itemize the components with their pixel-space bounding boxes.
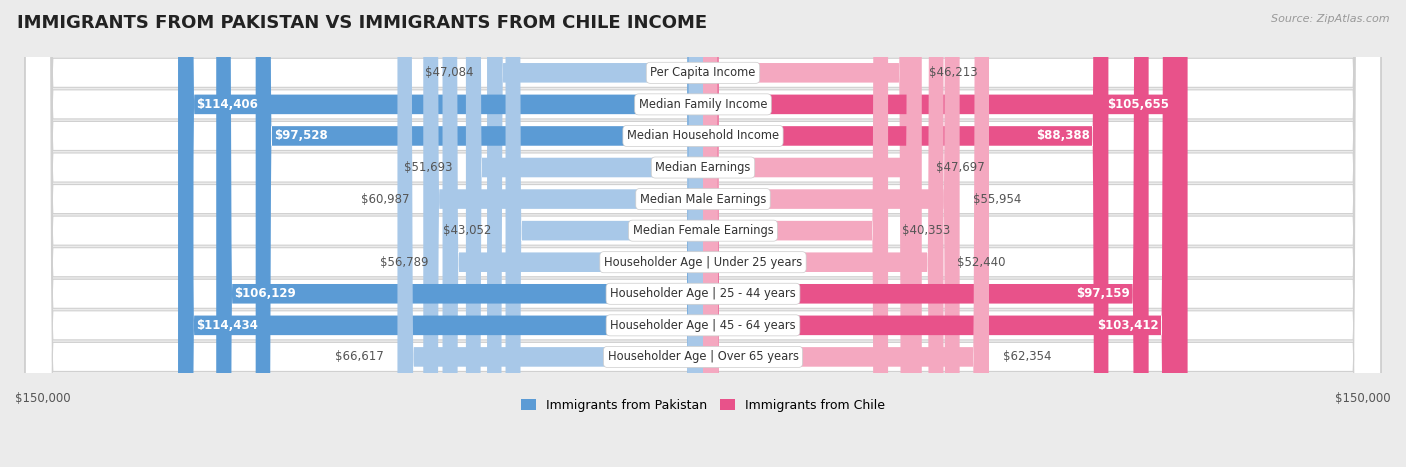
- FancyBboxPatch shape: [25, 0, 1381, 467]
- FancyBboxPatch shape: [256, 0, 703, 467]
- FancyBboxPatch shape: [25, 0, 1381, 467]
- FancyBboxPatch shape: [25, 0, 1381, 467]
- Text: Source: ZipAtlas.com: Source: ZipAtlas.com: [1271, 14, 1389, 24]
- FancyBboxPatch shape: [486, 0, 703, 467]
- Text: Median Earnings: Median Earnings: [655, 161, 751, 174]
- Text: Median Family Income: Median Family Income: [638, 98, 768, 111]
- FancyBboxPatch shape: [703, 0, 922, 467]
- Legend: Immigrants from Pakistan, Immigrants from Chile: Immigrants from Pakistan, Immigrants fro…: [516, 394, 890, 417]
- Text: IMMIGRANTS FROM PAKISTAN VS IMMIGRANTS FROM CHILE INCOME: IMMIGRANTS FROM PAKISTAN VS IMMIGRANTS F…: [17, 14, 707, 32]
- FancyBboxPatch shape: [25, 0, 1381, 467]
- Text: $46,213: $46,213: [929, 66, 977, 79]
- FancyBboxPatch shape: [25, 0, 1381, 467]
- Text: $60,987: $60,987: [361, 192, 409, 205]
- FancyBboxPatch shape: [25, 0, 1381, 467]
- Text: $97,528: $97,528: [274, 129, 328, 142]
- FancyBboxPatch shape: [703, 0, 1188, 467]
- Text: Householder Age | Over 65 years: Householder Age | Over 65 years: [607, 350, 799, 363]
- FancyBboxPatch shape: [703, 0, 1177, 467]
- FancyBboxPatch shape: [703, 0, 960, 467]
- Text: $43,052: $43,052: [443, 224, 492, 237]
- FancyBboxPatch shape: [506, 0, 703, 467]
- Text: $150,000: $150,000: [1336, 392, 1391, 405]
- Text: $62,354: $62,354: [1002, 350, 1052, 363]
- Text: $47,084: $47,084: [425, 66, 474, 79]
- FancyBboxPatch shape: [703, 0, 1149, 467]
- FancyBboxPatch shape: [703, 0, 943, 467]
- Text: Median Female Earnings: Median Female Earnings: [633, 224, 773, 237]
- FancyBboxPatch shape: [703, 0, 988, 467]
- Text: Median Male Earnings: Median Male Earnings: [640, 192, 766, 205]
- Text: $88,388: $88,388: [1036, 129, 1090, 142]
- Text: Householder Age | Under 25 years: Householder Age | Under 25 years: [603, 256, 803, 269]
- FancyBboxPatch shape: [179, 0, 703, 467]
- Text: $51,693: $51,693: [404, 161, 453, 174]
- FancyBboxPatch shape: [179, 0, 703, 467]
- Text: $114,406: $114,406: [197, 98, 259, 111]
- FancyBboxPatch shape: [25, 0, 1381, 467]
- Text: Per Capita Income: Per Capita Income: [651, 66, 755, 79]
- Text: $106,129: $106,129: [235, 287, 297, 300]
- Text: $105,655: $105,655: [1108, 98, 1170, 111]
- FancyBboxPatch shape: [25, 0, 1381, 467]
- Text: $150,000: $150,000: [15, 392, 70, 405]
- Text: $47,697: $47,697: [935, 161, 984, 174]
- FancyBboxPatch shape: [703, 0, 915, 467]
- FancyBboxPatch shape: [25, 0, 1381, 467]
- Text: Median Household Income: Median Household Income: [627, 129, 779, 142]
- FancyBboxPatch shape: [398, 0, 703, 467]
- Text: $103,412: $103,412: [1097, 319, 1159, 332]
- FancyBboxPatch shape: [25, 0, 1381, 467]
- FancyBboxPatch shape: [703, 0, 1108, 467]
- FancyBboxPatch shape: [423, 0, 703, 467]
- FancyBboxPatch shape: [443, 0, 703, 467]
- Text: Householder Age | 45 - 64 years: Householder Age | 45 - 64 years: [610, 319, 796, 332]
- Text: $114,434: $114,434: [197, 319, 259, 332]
- Text: $66,617: $66,617: [335, 350, 384, 363]
- Text: $55,954: $55,954: [973, 192, 1022, 205]
- Text: $56,789: $56,789: [380, 256, 429, 269]
- FancyBboxPatch shape: [465, 0, 703, 467]
- FancyBboxPatch shape: [217, 0, 703, 467]
- Text: $52,440: $52,440: [957, 256, 1005, 269]
- Text: $40,353: $40,353: [901, 224, 950, 237]
- FancyBboxPatch shape: [703, 0, 889, 467]
- Text: Householder Age | 25 - 44 years: Householder Age | 25 - 44 years: [610, 287, 796, 300]
- Text: $97,159: $97,159: [1077, 287, 1130, 300]
